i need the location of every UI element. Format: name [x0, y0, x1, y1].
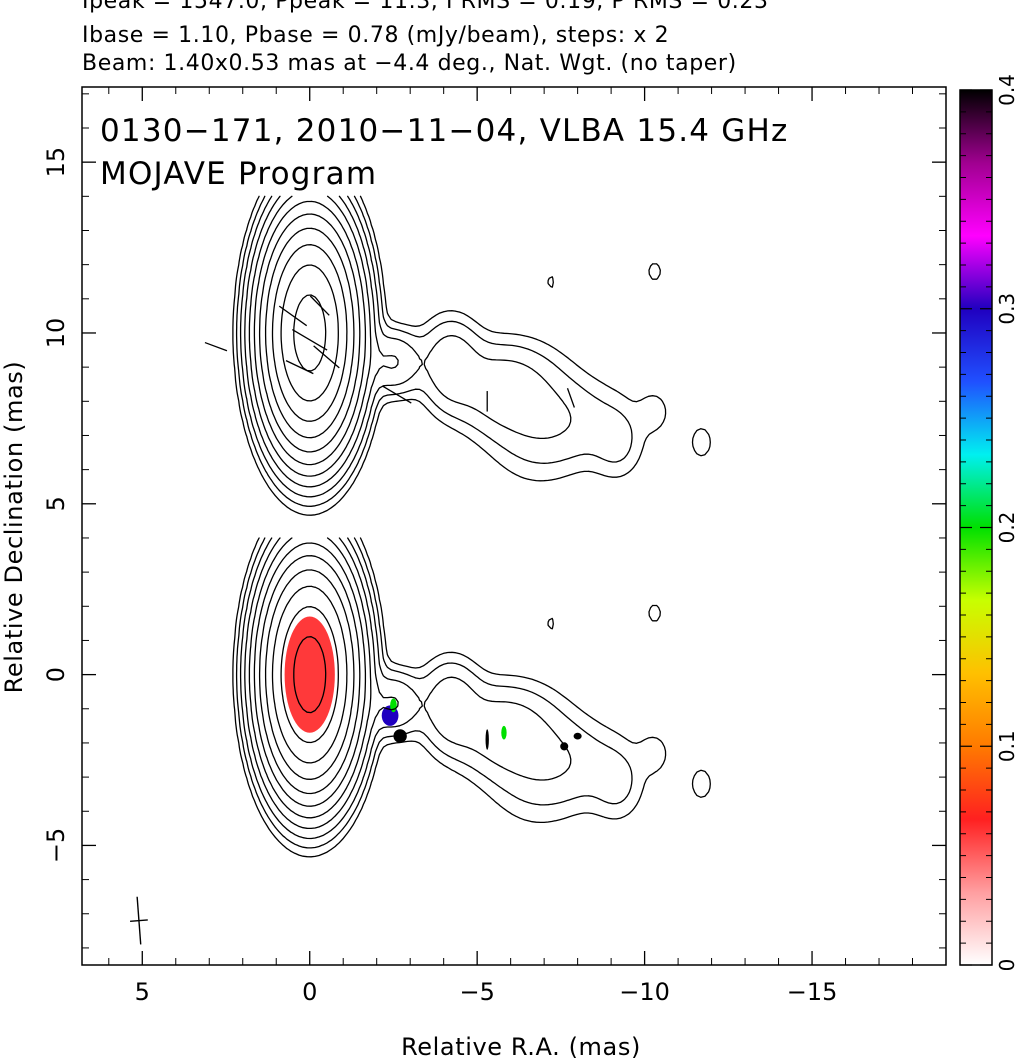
- contour-line: [280, 606, 339, 744]
- contour-layer: [232, 195, 711, 858]
- y-tick-label: 0: [42, 667, 70, 682]
- frac-pol-pixel: [485, 729, 489, 750]
- contour-line: [244, 537, 399, 830]
- header-line-1: Ipeak = 1547.0, Ppeak = 11.3, I RMS = 0.…: [82, 0, 769, 14]
- header-line-2: Ibase = 1.10, Pbase = 0.78 (mJy/beam), s…: [82, 23, 670, 48]
- evpa-stick: [291, 329, 328, 351]
- contour-line: [258, 555, 361, 795]
- colorbar-tick-label: 0.2: [995, 512, 1019, 544]
- x-axis-label: Relative R.A. (mas): [401, 1033, 641, 1060]
- contour-line: [248, 195, 372, 477]
- evpa-stick: [285, 360, 314, 375]
- contour-line: [235, 537, 633, 849]
- contour-line: [271, 585, 348, 764]
- colorbar-tick-label: 0.3: [995, 293, 1019, 325]
- x-tick-label: 0: [302, 978, 317, 1006]
- colorbar-tick-label: 0: [995, 959, 1019, 972]
- plot-frame: [81, 86, 947, 966]
- y-tick-label: 5: [42, 496, 70, 511]
- evpa-stick: [278, 305, 308, 327]
- colorbar-tick-label: 0.1: [995, 730, 1019, 762]
- colorbar-ticks: 0 0.1 0.2 0.3 0.4: [960, 74, 1019, 971]
- header-line-3: Beam: 1.40x0.53 mas at −4.4 deg., Nat. W…: [82, 51, 737, 76]
- evpa-stick: [309, 295, 330, 316]
- contour-line: [293, 636, 327, 714]
- x-tick-label: −10: [619, 978, 670, 1006]
- frac-pol-pixel: [573, 732, 582, 740]
- x-tick-label: −5: [459, 978, 494, 1006]
- contour-line: [239, 537, 572, 840]
- contour-line: [253, 200, 367, 466]
- contour-line: [244, 195, 399, 488]
- frac-pol-pixel: [284, 616, 335, 733]
- x-tick-label: 5: [135, 978, 150, 1006]
- contour-line: [264, 569, 355, 780]
- contour-line: [248, 537, 372, 819]
- beam-minor-axis: [130, 919, 148, 922]
- contour-line: [253, 542, 367, 807]
- y-tick-label: 10: [42, 318, 70, 349]
- contour-line: [280, 264, 339, 402]
- frac-pol-pixel: [501, 725, 507, 740]
- y-tick-label: 15: [42, 147, 70, 178]
- contour-line: [235, 195, 633, 507]
- contour-line: [232, 537, 711, 858]
- contour-line: [271, 244, 348, 422]
- evpa-layer: [204, 295, 575, 412]
- axes: 5 0 −5 −10 −15 15 10 5 0 −5: [42, 87, 947, 1006]
- contour-line: [293, 294, 327, 372]
- polarization-layer: [284, 616, 582, 751]
- evpa-stick: [381, 385, 412, 404]
- evpa-stick: [566, 388, 575, 408]
- colorbar-tick-label: 0.4: [995, 74, 1019, 106]
- map-title: 0130−171, 2010−11−04, VLBA 15.4 GHz: [100, 113, 788, 149]
- evpa-stick: [313, 345, 340, 369]
- y-tick-label: −5: [42, 828, 70, 863]
- evpa-stick: [204, 341, 228, 352]
- contour-line: [264, 227, 355, 439]
- contour-line: [258, 213, 361, 453]
- x-tick-label: −15: [787, 978, 838, 1006]
- program-label: MOJAVE Program: [100, 156, 377, 192]
- contour-line: [232, 195, 711, 516]
- frac-pol-pixel: [393, 729, 407, 743]
- y-axis-label: Relative Declination (mas): [0, 361, 28, 694]
- contour-line: [239, 195, 572, 498]
